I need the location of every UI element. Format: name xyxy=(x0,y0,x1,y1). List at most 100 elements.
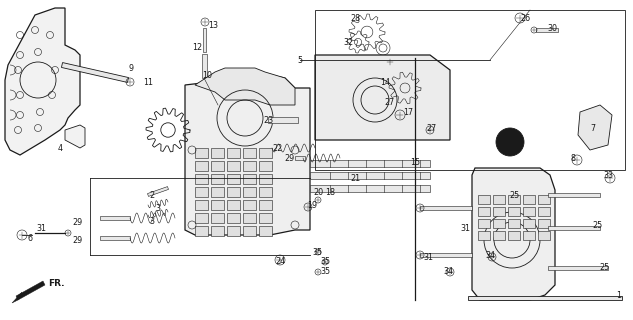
Bar xyxy=(259,174,272,184)
Polygon shape xyxy=(12,292,22,303)
Text: 18: 18 xyxy=(325,188,335,196)
Polygon shape xyxy=(310,159,430,166)
Bar xyxy=(243,213,256,223)
Text: 32: 32 xyxy=(343,37,353,46)
Text: 4: 4 xyxy=(58,143,63,153)
Text: 6: 6 xyxy=(27,234,32,243)
Bar xyxy=(259,200,272,210)
Text: 25: 25 xyxy=(510,190,520,199)
Text: 16: 16 xyxy=(503,135,513,145)
Bar xyxy=(211,174,224,184)
Polygon shape xyxy=(578,105,612,150)
Bar xyxy=(508,195,520,204)
Text: 35: 35 xyxy=(312,247,322,257)
Bar xyxy=(243,226,256,236)
Bar xyxy=(243,174,256,184)
Text: FR.: FR. xyxy=(48,278,65,287)
Text: 13: 13 xyxy=(208,20,218,29)
Text: 5: 5 xyxy=(298,55,303,65)
Bar xyxy=(523,195,535,204)
Text: 17: 17 xyxy=(403,108,413,116)
Text: 12: 12 xyxy=(192,43,202,52)
Bar xyxy=(195,148,208,158)
Text: 35: 35 xyxy=(320,258,330,267)
Bar xyxy=(493,207,505,216)
Bar xyxy=(195,200,208,210)
Bar xyxy=(259,187,272,197)
Bar xyxy=(493,231,505,240)
Bar xyxy=(211,148,224,158)
Text: 21: 21 xyxy=(350,173,360,182)
Bar xyxy=(227,148,240,158)
Text: 34: 34 xyxy=(485,251,495,260)
Polygon shape xyxy=(295,156,305,160)
Text: 29: 29 xyxy=(72,218,82,227)
Text: 23: 23 xyxy=(263,116,273,124)
Polygon shape xyxy=(100,216,130,220)
Bar xyxy=(227,213,240,223)
Text: 2: 2 xyxy=(149,190,154,199)
Text: 27: 27 xyxy=(427,124,437,132)
Polygon shape xyxy=(65,125,85,148)
Bar xyxy=(227,187,240,197)
Text: 25: 25 xyxy=(600,263,610,273)
Bar xyxy=(259,226,272,236)
Bar xyxy=(538,195,550,204)
Polygon shape xyxy=(420,206,472,210)
Bar xyxy=(493,219,505,228)
Text: 19: 19 xyxy=(307,201,317,210)
Bar xyxy=(478,195,490,204)
Text: 24: 24 xyxy=(275,258,285,267)
Bar xyxy=(195,213,208,223)
Polygon shape xyxy=(548,193,600,197)
Bar xyxy=(227,174,240,184)
Polygon shape xyxy=(548,226,600,230)
Bar xyxy=(211,226,224,236)
Text: 14: 14 xyxy=(380,77,390,86)
Text: 11: 11 xyxy=(143,77,153,86)
Polygon shape xyxy=(268,117,298,123)
Polygon shape xyxy=(201,54,206,78)
Text: 31: 31 xyxy=(36,223,46,233)
Bar xyxy=(508,207,520,216)
Bar xyxy=(523,231,535,240)
Polygon shape xyxy=(195,68,295,105)
Bar xyxy=(243,148,256,158)
Text: 28: 28 xyxy=(350,13,360,22)
Bar xyxy=(508,219,520,228)
Text: 26: 26 xyxy=(520,13,530,22)
Bar xyxy=(493,195,505,204)
Polygon shape xyxy=(420,253,472,257)
Text: 20: 20 xyxy=(313,188,323,196)
Polygon shape xyxy=(310,172,430,179)
Polygon shape xyxy=(185,75,310,235)
Bar xyxy=(195,226,208,236)
Polygon shape xyxy=(100,236,130,240)
Text: 10: 10 xyxy=(202,70,212,79)
Polygon shape xyxy=(16,281,45,300)
Text: 1: 1 xyxy=(617,291,622,300)
Bar xyxy=(538,219,550,228)
Polygon shape xyxy=(310,185,430,191)
Bar xyxy=(523,219,535,228)
Bar xyxy=(195,187,208,197)
Bar xyxy=(538,207,550,216)
Bar xyxy=(478,219,490,228)
Polygon shape xyxy=(472,168,555,300)
Bar xyxy=(227,200,240,210)
Bar xyxy=(211,161,224,171)
Text: 3: 3 xyxy=(149,217,154,226)
Text: 8: 8 xyxy=(570,154,575,163)
Polygon shape xyxy=(61,63,128,83)
Bar xyxy=(243,187,256,197)
Bar xyxy=(523,207,535,216)
Polygon shape xyxy=(548,266,608,270)
Text: 29: 29 xyxy=(285,154,295,163)
Bar xyxy=(211,213,224,223)
Text: 33: 33 xyxy=(603,171,613,180)
Text: 31: 31 xyxy=(423,253,433,262)
Text: 9: 9 xyxy=(128,63,134,73)
Text: 34: 34 xyxy=(443,268,453,276)
Circle shape xyxy=(496,128,524,156)
Bar xyxy=(195,174,208,184)
